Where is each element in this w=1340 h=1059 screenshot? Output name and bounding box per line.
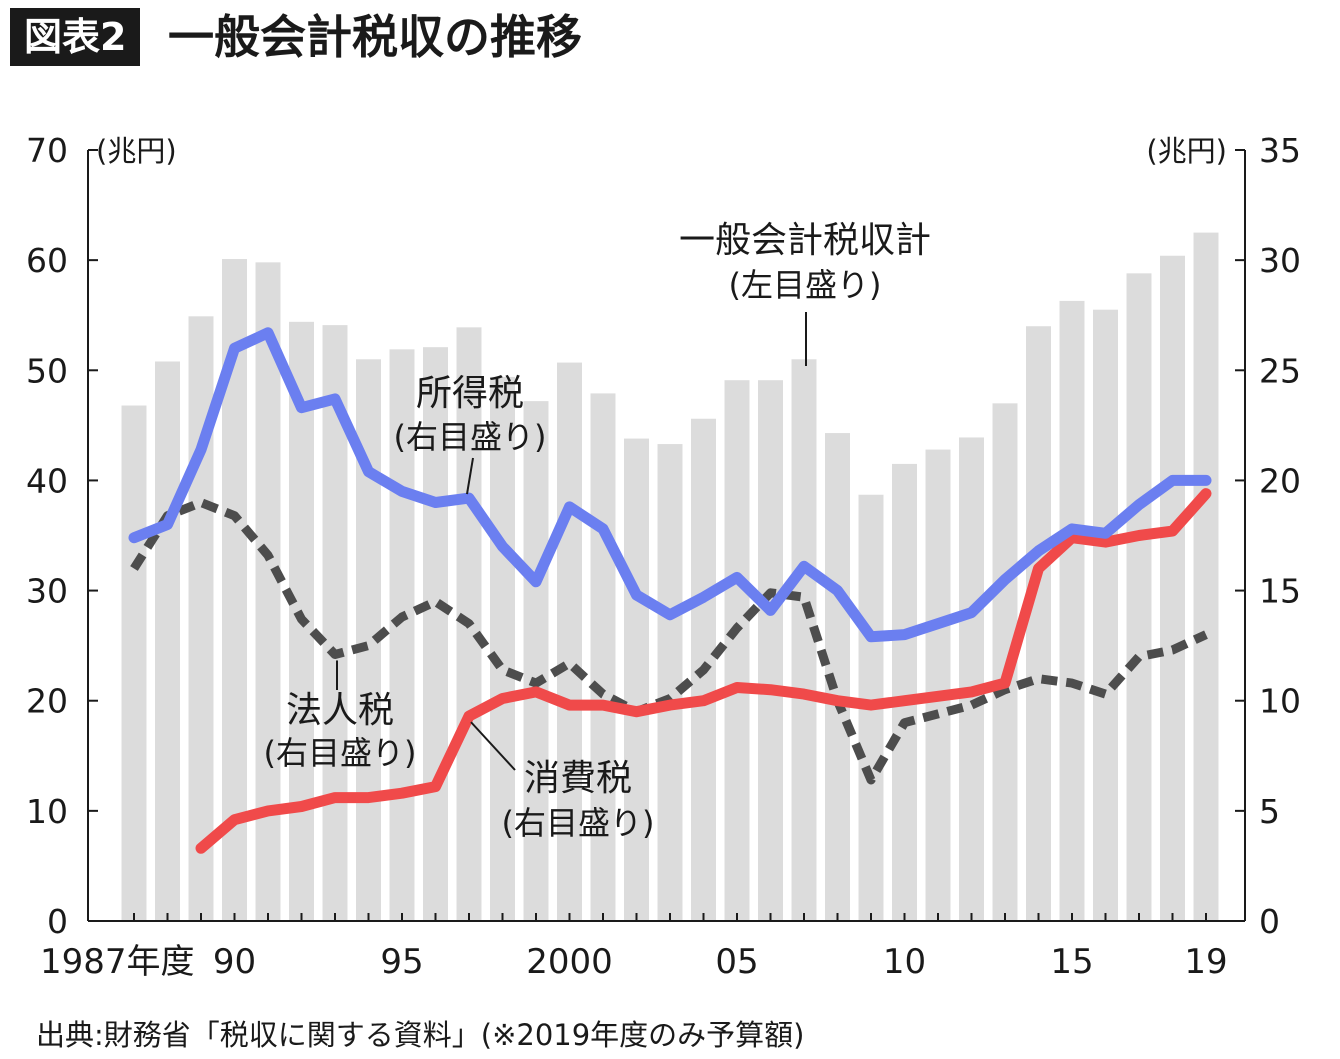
x-tick-label: 90 [213,942,256,982]
bar-total-1996 [423,347,448,921]
label-income-tax-name: 所得税 [416,373,524,414]
left-tick-label: 50 [26,351,68,390]
right-tick-label: 0 [1259,902,1280,941]
bar-total-2014 [1026,326,1051,921]
left-tick-label: 10 [26,792,68,831]
right-tick-label: 25 [1259,351,1301,390]
right-tick-label: 20 [1259,461,1301,500]
right-tick-label: 15 [1259,572,1301,611]
x-tick-label: 10 [883,942,926,982]
bar-total-2012 [959,437,984,921]
bar-total-2017 [1126,273,1152,921]
bar-total-2005 [724,380,750,921]
bar-total-2018 [1160,255,1185,922]
label-income-tax-axis: (右目盛り) [394,418,547,456]
bar-total-1987 [121,405,147,921]
label-total-axis: (左目盛り) [729,266,882,304]
bar-total-2003 [657,444,683,921]
bar-total-2001 [590,393,616,921]
right-tick-label: 5 [1259,792,1280,831]
source-note: 出典:財務省「税収に関する資料」(※2019年度のみ予算額) [36,1018,805,1052]
bar-total-1998 [490,376,515,921]
bar-total-2011 [925,449,951,921]
bar-total-2002 [624,438,649,921]
line-corporate-tax [130,498,1208,785]
chart-title: 一般会計税収の推移 [168,10,582,64]
leader-consumption-tax [470,721,516,771]
x-tick-label: 95 [380,942,423,982]
x-tick-label: 15 [1050,942,1093,982]
x-tick-label: 2000 [526,942,613,982]
right-axis-unit: (兆円) [1146,134,1227,168]
bar-total-1999 [523,401,549,921]
x-tick-label: 19 [1184,942,1227,982]
left-tick-label: 40 [26,461,68,500]
bar-total-2007 [791,359,817,921]
bar-total-2010 [892,463,917,921]
left-axis-unit: (兆円) [96,134,177,168]
label-total-name: 一般会計税収計 [679,220,931,261]
line-income-tax [128,327,1212,643]
x-tick-label: 05 [715,942,758,982]
left-tick-label: 60 [26,241,68,280]
bar-total-2006 [758,380,783,921]
label-consumption-tax-axis: (右目盛り) [502,804,655,842]
bar-total-1995 [389,349,415,921]
bar-total-2015 [1059,300,1085,921]
left-tick-label: 20 [26,682,68,721]
left-tick-label: 70 [26,131,68,170]
line-consumption-tax [195,488,1212,854]
label-corporate-tax-name: 法人税 [286,690,394,731]
leader-income-tax [466,457,474,495]
bar-total-1988 [155,361,180,922]
bar-total-2000 [557,362,582,922]
x-tick-label: 1987年度 [40,942,195,982]
left-tick-label: 0 [47,902,68,941]
label-corporate-tax-axis: (右目盛り) [264,734,417,772]
label-consumption-tax-name: 消費税 [524,758,632,799]
left-tick-label: 30 [26,572,68,611]
bar-total-2019 [1193,232,1219,921]
right-tick-label: 35 [1259,131,1301,170]
bar-total-2016 [1093,309,1118,921]
right-tick-label: 30 [1259,241,1301,280]
figure-tag: 図表2 [10,8,141,66]
right-tick-label: 10 [1259,682,1301,721]
